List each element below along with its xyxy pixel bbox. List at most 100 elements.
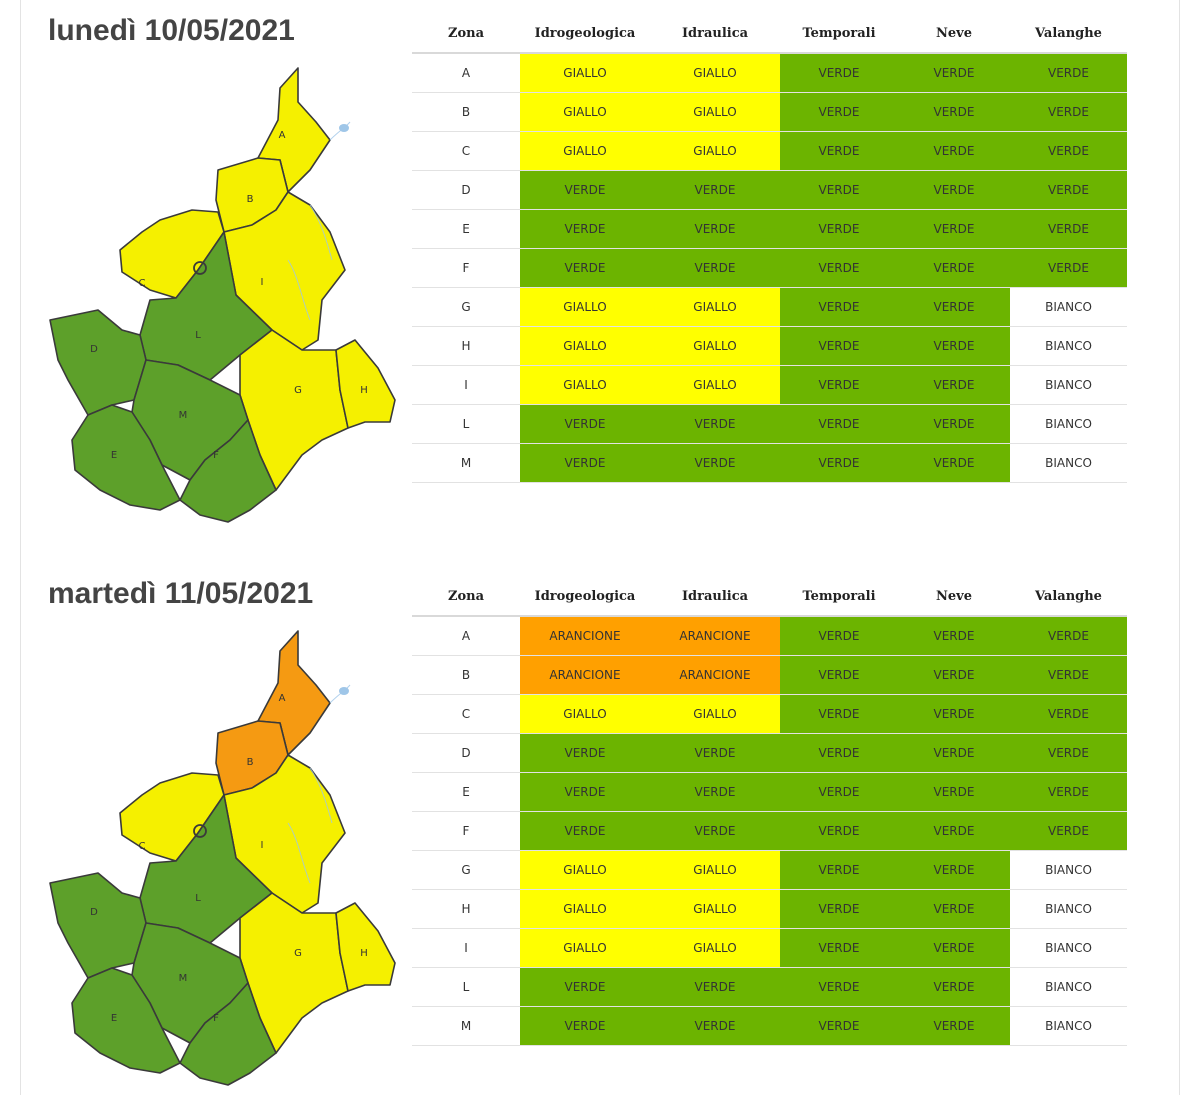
table-row: E VERDE VERDE VERDE VERDE VERDE xyxy=(412,772,1127,812)
map-label-A: A xyxy=(279,693,286,704)
cell-zona: L xyxy=(412,967,520,1007)
map-label-I: I xyxy=(261,840,264,851)
map-zone-F xyxy=(179,982,277,1086)
cell-idrogeologica: GIALLO xyxy=(520,53,650,93)
day-section-1: lunedì 10/05/2021 A B C D xyxy=(0,0,1200,540)
day-section-2: martedì 11/05/2021 A B C xyxy=(0,563,1200,1103)
alert-table: Zona Idrogeologica Idraulica Temporali N… xyxy=(412,14,1127,483)
map-label-F: F xyxy=(213,450,219,461)
cell-neve: VERDE xyxy=(898,326,1010,366)
cell-neve: VERDE xyxy=(898,131,1010,171)
cell-temporali: VERDE xyxy=(780,1006,898,1046)
map-zone-F xyxy=(179,419,277,523)
cell-idraulica: GIALLO xyxy=(650,326,780,366)
day-title: martedì 11/05/2021 xyxy=(48,577,314,610)
cell-idrogeologica: ARANCIONE xyxy=(520,655,650,695)
cell-zona: L xyxy=(412,404,520,444)
table-row: F VERDE VERDE VERDE VERDE VERDE xyxy=(412,248,1127,288)
cell-temporali: VERDE xyxy=(780,811,898,851)
map-label-M: M xyxy=(179,973,188,984)
map-label-G: G xyxy=(294,385,302,396)
city-marker-icon xyxy=(193,824,207,838)
cell-valanghe: BIANCO xyxy=(1010,967,1127,1007)
cell-temporali: VERDE xyxy=(780,443,898,483)
table-row: E VERDE VERDE VERDE VERDE VERDE xyxy=(412,209,1127,249)
cell-valanghe: BIANCO xyxy=(1010,365,1127,405)
header-valanghe: Valanghe xyxy=(1010,577,1127,617)
table-row: C GIALLO GIALLO VERDE VERDE VERDE xyxy=(412,131,1127,171)
map-label-A: A xyxy=(279,130,286,141)
cell-idraulica: VERDE xyxy=(650,772,780,812)
table-row: C GIALLO GIALLO VERDE VERDE VERDE xyxy=(412,694,1127,734)
map-label-L: L xyxy=(195,330,201,341)
cell-neve: VERDE xyxy=(898,850,1010,890)
cell-neve: VERDE xyxy=(898,92,1010,132)
cell-temporali: VERDE xyxy=(780,850,898,890)
cell-zona: F xyxy=(412,811,520,851)
cell-temporali: VERDE xyxy=(780,967,898,1007)
cell-valanghe: VERDE xyxy=(1010,811,1127,851)
cell-idrogeologica: VERDE xyxy=(520,733,650,773)
table-row: D VERDE VERDE VERDE VERDE VERDE xyxy=(412,733,1127,773)
cell-neve: VERDE xyxy=(898,655,1010,695)
map-label-C: C xyxy=(139,278,146,289)
map-label-B: B xyxy=(247,757,254,768)
cell-neve: VERDE xyxy=(898,967,1010,1007)
cell-idraulica: GIALLO xyxy=(650,287,780,327)
cell-neve: VERDE xyxy=(898,733,1010,773)
cell-zona: G xyxy=(412,287,520,327)
table-header-row: Zona Idrogeologica Idraulica Temporali N… xyxy=(412,577,1127,617)
cell-idraulica: GIALLO xyxy=(650,889,780,929)
cell-valanghe: BIANCO xyxy=(1010,1006,1127,1046)
cell-zona: E xyxy=(412,772,520,812)
cell-idrogeologica: VERDE xyxy=(520,404,650,444)
cell-neve: VERDE xyxy=(898,889,1010,929)
cell-idrogeologica: VERDE xyxy=(520,811,650,851)
cell-idraulica: GIALLO xyxy=(650,131,780,171)
header-idraulica: Idraulica xyxy=(650,577,780,617)
cell-valanghe: BIANCO xyxy=(1010,443,1127,483)
cell-valanghe: BIANCO xyxy=(1010,850,1127,890)
cell-temporali: VERDE xyxy=(780,655,898,695)
cell-valanghe: VERDE xyxy=(1010,248,1127,288)
cell-temporali: VERDE xyxy=(780,694,898,734)
cell-zona: C xyxy=(412,694,520,734)
cell-temporali: VERDE xyxy=(780,170,898,210)
header-temporali: Temporali xyxy=(780,14,898,54)
table-row: I GIALLO GIALLO VERDE VERDE BIANCO xyxy=(412,365,1127,405)
map-label-M: M xyxy=(179,410,188,421)
cell-neve: VERDE xyxy=(898,404,1010,444)
cell-idraulica: ARANCIONE xyxy=(650,655,780,695)
cell-idraulica: VERDE xyxy=(650,733,780,773)
cell-neve: VERDE xyxy=(898,53,1010,93)
cell-temporali: VERDE xyxy=(780,928,898,968)
cell-idraulica: GIALLO xyxy=(650,92,780,132)
cell-idraulica: VERDE xyxy=(650,811,780,851)
header-temporali: Temporali xyxy=(780,577,898,617)
cell-temporali: VERDE xyxy=(780,131,898,171)
cell-zona: M xyxy=(412,443,520,483)
table-row: G GIALLO GIALLO VERDE VERDE BIANCO xyxy=(412,287,1127,327)
map-zone-H xyxy=(335,902,396,992)
cell-valanghe: BIANCO xyxy=(1010,404,1127,444)
map-label-G: G xyxy=(294,948,302,959)
cell-idraulica: GIALLO xyxy=(650,928,780,968)
cell-neve: VERDE xyxy=(898,1006,1010,1046)
cell-idrogeologica: VERDE xyxy=(520,248,650,288)
cell-neve: VERDE xyxy=(898,365,1010,405)
header-valanghe: Valanghe xyxy=(1010,14,1127,54)
table-row: H GIALLO GIALLO VERDE VERDE BIANCO xyxy=(412,326,1127,366)
map-label-E: E xyxy=(111,450,117,461)
cell-zona: D xyxy=(412,170,520,210)
table-row: D VERDE VERDE VERDE VERDE VERDE xyxy=(412,170,1127,210)
day-title: lunedì 10/05/2021 xyxy=(48,14,295,47)
piemonte-zone-map: A B C D E F G H I L M xyxy=(49,67,396,523)
cell-temporali: VERDE xyxy=(780,326,898,366)
cell-neve: VERDE xyxy=(898,811,1010,851)
cell-zona: C xyxy=(412,131,520,171)
table-row: M VERDE VERDE VERDE VERDE BIANCO xyxy=(412,443,1127,483)
cell-idrogeologica: GIALLO xyxy=(520,850,650,890)
alert-table: Zona Idrogeologica Idraulica Temporali N… xyxy=(412,577,1127,1046)
cell-valanghe: VERDE xyxy=(1010,655,1127,695)
table-row: F VERDE VERDE VERDE VERDE VERDE xyxy=(412,811,1127,851)
